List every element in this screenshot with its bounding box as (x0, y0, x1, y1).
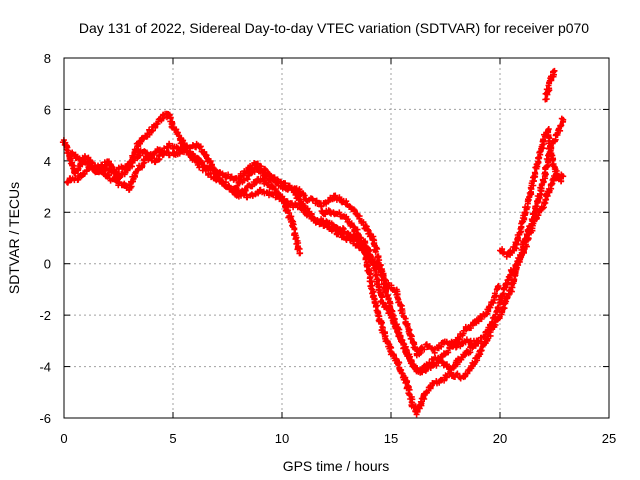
y-tick-label: 2 (44, 205, 51, 220)
data-point-markers (497, 126, 565, 260)
y-axis-label: SDTVAR / TECUs (6, 182, 22, 294)
x-axis-label: GPS time / hours (283, 458, 390, 474)
series-sat-track-1 (59, 110, 304, 257)
data-series (59, 67, 567, 418)
data-point-markers (59, 110, 304, 257)
data-point-markers (318, 115, 567, 418)
plot-frame (63, 57, 610, 419)
series-sat-track-5 (291, 185, 502, 376)
y-tick-label: 0 (44, 257, 51, 272)
series-sat-track-7 (497, 126, 565, 260)
chart-title: Day 131 of 2022, Sidereal Day-to-day VTE… (79, 20, 589, 36)
series-sat-track-3 (67, 140, 482, 359)
x-tick-label: 5 (169, 431, 176, 446)
x-tick-label: 15 (384, 431, 398, 446)
series-sat-track-8 (542, 67, 558, 103)
data-point-markers (291, 185, 502, 376)
y-tick-labels: -6 -4 -2 0 2 4 6 8 (39, 51, 51, 426)
data-point-markers (67, 140, 482, 359)
y-tick-label: -2 (39, 308, 51, 323)
series-sat-track-6 (318, 115, 567, 418)
x-tick-label: 20 (493, 431, 507, 446)
data-point-markers (542, 67, 558, 103)
y-tick-label: -6 (39, 411, 51, 426)
y-tick-label: 6 (44, 102, 51, 117)
x-tick-label: 25 (602, 431, 616, 446)
x-tick-labels: 0 5 10 15 20 25 (60, 431, 616, 446)
x-tick-label: 0 (60, 431, 67, 446)
x-tick-label: 10 (275, 431, 289, 446)
y-tick-label: 8 (44, 51, 51, 66)
y-tick-label: -4 (39, 360, 51, 375)
y-tick-label: 4 (44, 154, 51, 169)
